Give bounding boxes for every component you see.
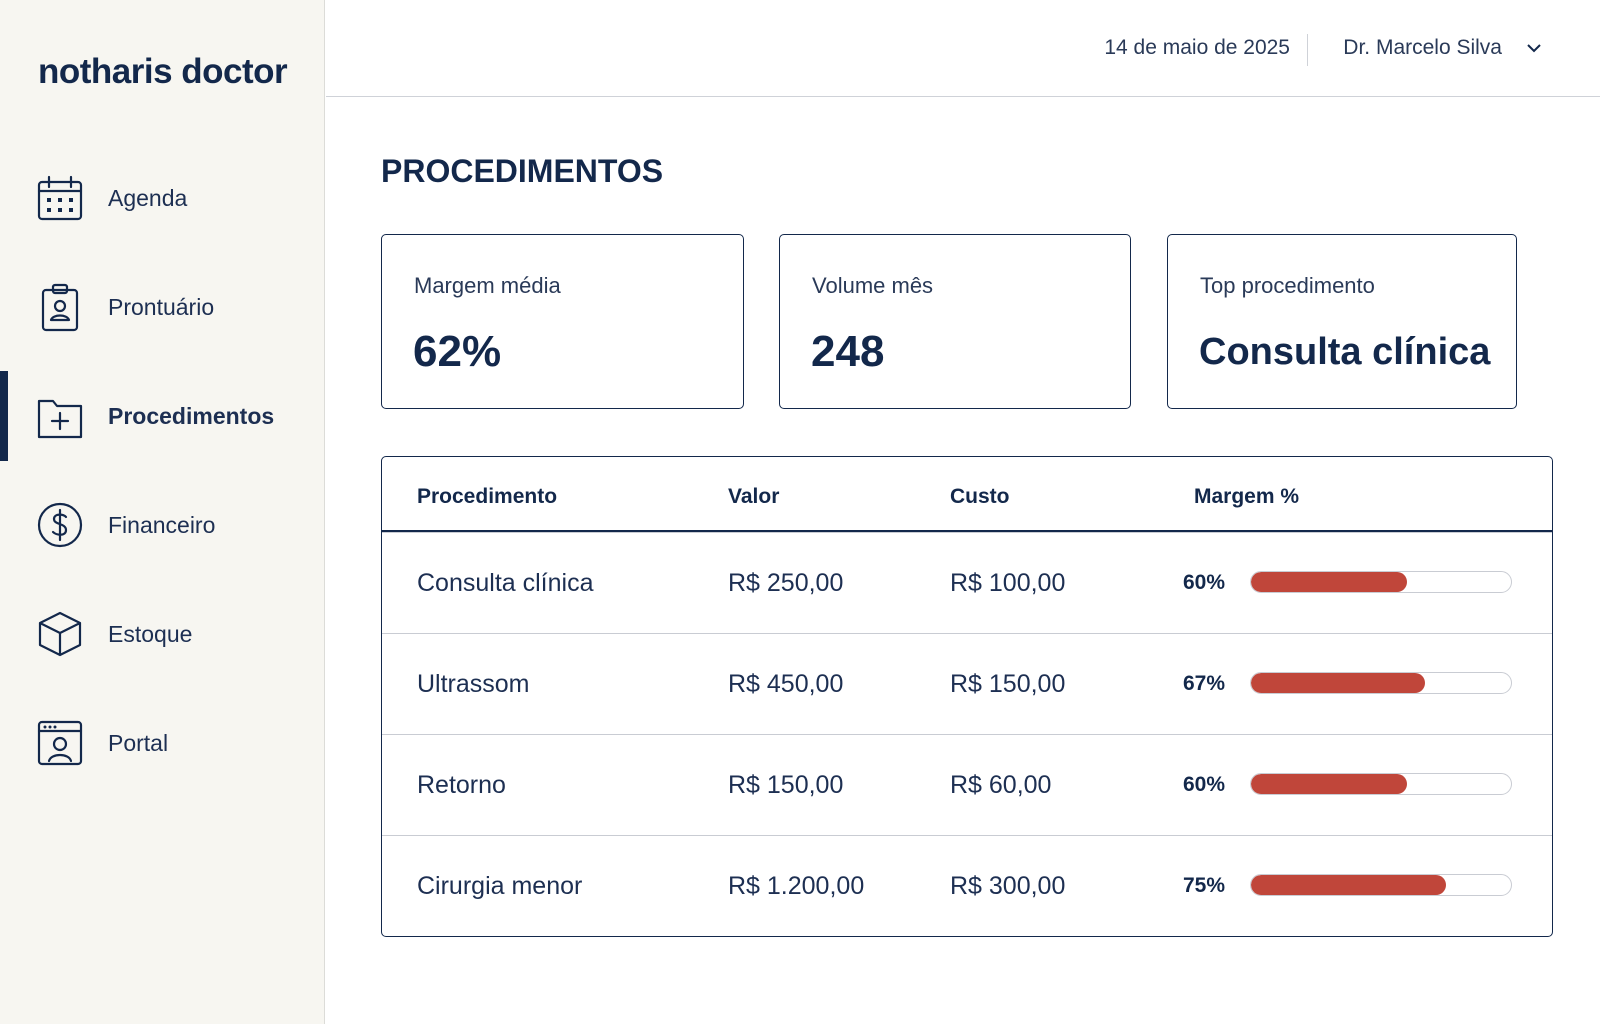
cell: R$ 450,00	[728, 670, 844, 698]
table-row: Ultrassom R$ 450,00 R$ 150,00 67%	[382, 633, 1552, 734]
cell: R$ 300,00	[950, 872, 1066, 900]
nav-item[interactable]: Portal	[0, 698, 325, 788]
nav-icon	[37, 720, 83, 766]
cell: R$ 60,00	[950, 771, 1052, 799]
nav-label: Agenda	[108, 184, 188, 211]
margin-label: 67%	[1183, 672, 1226, 695]
nav-item[interactable]: Estoque	[0, 589, 325, 679]
sidebar: notharis doctor Agenda Prontuário Procedim…	[0, 0, 325, 1024]
nav-label: Financeiro	[108, 511, 216, 538]
nav-item[interactable]: Procedimentos	[0, 371, 325, 461]
column-header: Margem %	[1194, 485, 1300, 508]
nav-label: Procedimentos	[108, 402, 275, 429]
margin-bar	[1251, 673, 1426, 693]
nav-icon	[37, 502, 83, 548]
margin-label: 75%	[1183, 874, 1226, 897]
nav-item[interactable]: Financeiro	[0, 480, 325, 570]
cell: Consulta clínica	[417, 569, 594, 597]
kpi-label: Top procedimento	[1200, 273, 1375, 298]
column-header: Custo	[950, 485, 1010, 508]
kpi-card: Top procedimento Consulta clínica	[1167, 234, 1517, 409]
nav-item[interactable]: Prontuário	[0, 262, 325, 352]
kpi-card: Volume mês 248	[779, 234, 1131, 409]
cell: R$ 150,00	[728, 771, 844, 799]
table-row: Cirurgia menor R$ 1.200,00 R$ 300,00 75%	[382, 835, 1552, 936]
nav-icon	[37, 175, 83, 221]
kpi-value: Consulta clínica	[1199, 331, 1491, 373]
header-rule	[382, 530, 1552, 532]
table: Procedimento Valor Custo Margem % Consulta c…	[381, 456, 1553, 937]
column-header: Valor	[728, 485, 780, 508]
margin-bar	[1251, 774, 1407, 794]
nav-label: Estoque	[108, 620, 193, 647]
cell: Retorno	[417, 771, 506, 799]
margin-track	[1250, 874, 1512, 896]
nav-icon	[41, 283, 79, 332]
kpi-value: 62%	[413, 327, 502, 376]
kpi-value: 248	[811, 327, 885, 376]
margin-track	[1250, 773, 1512, 795]
margin-bar	[1251, 875, 1446, 895]
nav-label: Prontuário	[108, 293, 215, 320]
column-header: Procedimento	[417, 485, 558, 508]
kpi-label: Margem média	[414, 273, 561, 298]
nav-icon	[38, 611, 82, 657]
cell: Ultrassom	[417, 670, 530, 698]
cell: R$ 100,00	[950, 569, 1066, 597]
table-row: Consulta clínica R$ 250,00 R$ 100,00 60%	[382, 532, 1552, 633]
nav-icon	[37, 399, 83, 439]
separator	[1307, 34, 1308, 66]
table-row: Retorno R$ 150,00 R$ 60,00 60%	[382, 734, 1552, 835]
cell: R$ 150,00	[950, 670, 1066, 698]
margin-bar	[1251, 572, 1407, 592]
kpi-label: Volume mês	[812, 273, 934, 298]
kpi-card: Margem média 62%	[381, 234, 744, 409]
brand[interactable]: notharis doctor	[38, 52, 288, 91]
cell: R$ 1.200,00	[728, 872, 865, 900]
margin-track	[1250, 672, 1512, 694]
margin-track	[1250, 571, 1512, 593]
margin-label: 60%	[1183, 571, 1226, 594]
date: 14 de maio de 2025	[1104, 36, 1290, 59]
topbar: 14 de maio de 2025 Dr. Marcelo Silva	[326, 0, 1600, 97]
nav-label: Portal	[108, 729, 169, 756]
user-menu[interactable]: Dr. Marcelo Silva	[1343, 36, 1502, 59]
page-title: PROCEDIMENTOS	[381, 153, 664, 189]
cell: R$ 250,00	[728, 569, 844, 597]
cell: Cirurgia menor	[417, 872, 583, 900]
chevron[interactable]	[1526, 42, 1542, 54]
margin-label: 60%	[1183, 773, 1226, 796]
nav-item[interactable]: Agenda	[0, 153, 325, 243]
